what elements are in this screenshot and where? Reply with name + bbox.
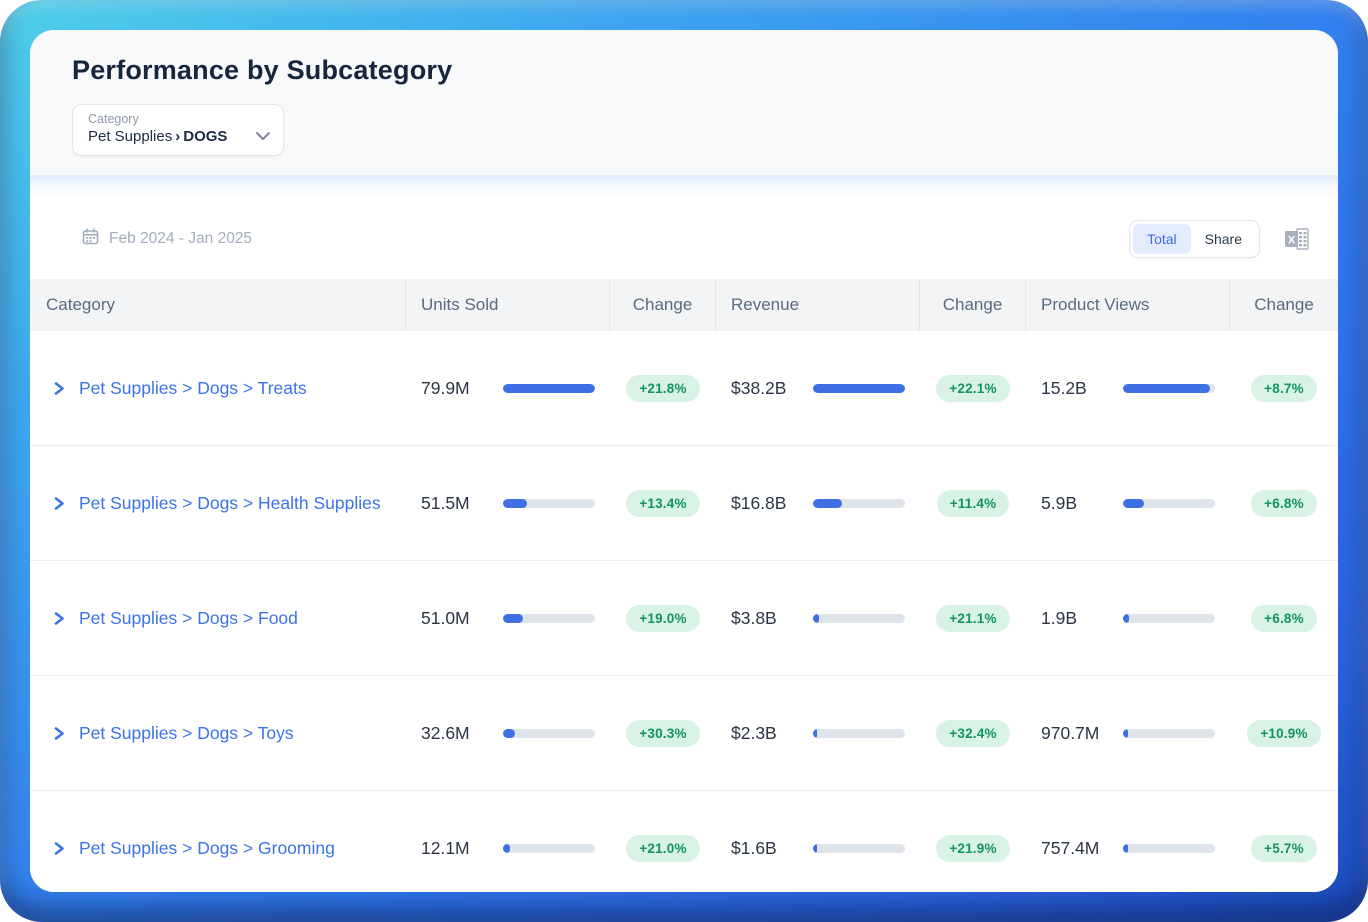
revenue-bar [813,498,905,508]
column-header-units-sold: Units Sold [406,279,610,331]
category-dropdown[interactable]: Category Pet Supplies › DOGS [72,104,284,156]
chevron-right-icon[interactable] [52,841,66,856]
units-sold-value: 12.1M [421,837,470,858]
units-sold-bar [503,498,595,508]
total-share-toggle: Total Share [1129,220,1260,258]
hero-section: Performance by Subcategory Category Pet … [30,30,1338,175]
units-change-badge: +13.4% [626,489,700,517]
product-views-bar [1123,728,1215,738]
table-header-row: Category Units Sold Change Revenue Chang… [30,279,1338,331]
category-link[interactable]: Pet Supplies > Dogs > Grooming [79,837,335,858]
revenue-bar [813,613,905,623]
revenue-change-badge: +21.1% [936,604,1010,632]
calendar-icon [82,228,99,250]
table-row: Pet Supplies > Dogs > Grooming 12.1M +21… [30,791,1338,892]
product-views-value: 1.9B [1041,607,1077,628]
product-views-bar [1123,498,1215,508]
product-views-bar [1123,843,1215,853]
views-change-badge: +10.9% [1247,719,1321,747]
views-change-badge: +6.8% [1251,604,1317,632]
units-sold-value: 79.9M [421,377,470,398]
units-sold-bar [503,728,595,738]
column-header-change-rev: Change [920,279,1026,331]
units-sold-value: 51.0M [421,607,470,628]
excel-export-icon[interactable]: X [1284,227,1310,251]
revenue-value: $1.6B [731,837,777,858]
units-change-badge: +19.0% [626,604,700,632]
date-range-control[interactable]: Feb 2024 - Jan 2025 [82,228,252,250]
toggle-share-button[interactable]: Share [1191,224,1256,254]
category-link[interactable]: Pet Supplies > Dogs > Health Supplies [79,492,381,513]
units-sold-bar [503,843,595,853]
dashboard-card: Performance by Subcategory Category Pet … [30,30,1338,892]
views-change-badge: +5.7% [1251,834,1317,862]
svg-text:X: X [1288,235,1296,247]
column-header-category: Category [30,279,406,331]
product-views-bar [1123,383,1215,393]
category-link[interactable]: Pet Supplies > Dogs > Treats [79,377,307,398]
category-link[interactable]: Pet Supplies > Dogs > Food [79,607,298,628]
product-views-value: 970.7M [1041,722,1100,743]
product-views-value: 5.9B [1041,492,1077,513]
column-header-change-units: Change [610,279,716,331]
column-header-change-views: Change [1254,295,1314,314]
revenue-bar [813,843,905,853]
views-change-badge: +8.7% [1251,374,1317,402]
product-views-bar [1123,613,1215,623]
units-change-badge: +30.3% [626,719,700,747]
table-row: Pet Supplies > Dogs > Toys 32.6M +30.3% … [30,676,1338,791]
product-views-value: 15.2B [1041,377,1087,398]
revenue-bar [813,728,905,738]
units-change-badge: +21.0% [626,834,700,862]
views-change-badge: +6.8% [1251,489,1317,517]
toolbar: Feb 2024 - Jan 2025 Total Share X [30,199,1338,279]
category-link[interactable]: Pet Supplies > Dogs > Toys [79,722,294,743]
revenue-change-badge: +11.4% [936,489,1010,517]
chevron-right-icon[interactable] [52,611,66,626]
revenue-change-badge: +21.9% [936,834,1010,862]
table-body: Pet Supplies > Dogs > Treats 79.9M +21.8… [30,331,1338,892]
table-row: Pet Supplies > Dogs > Food 51.0M +19.0% … [30,561,1338,676]
units-sold-bar [503,383,595,393]
units-sold-value: 51.5M [421,492,470,513]
chevron-right-icon[interactable] [52,496,66,511]
column-header-product-views: Product Views [1026,279,1230,331]
revenue-change-badge: +22.1% [936,374,1010,402]
product-views-value: 757.4M [1041,837,1100,858]
category-dropdown-value: Pet Supplies › DOGS [88,128,228,145]
page-title: Performance by Subcategory [72,55,453,85]
chevron-right-icon[interactable] [52,381,66,396]
revenue-bar [813,383,905,393]
revenue-value: $16.8B [731,492,787,513]
table-row: Pet Supplies > Dogs > Health Supplies 51… [30,446,1338,561]
revenue-value: $2.3B [731,722,777,743]
units-sold-bar [503,613,595,623]
units-sold-value: 32.6M [421,722,470,743]
section-divider-gradient [30,175,1338,199]
revenue-value: $38.2B [731,377,787,398]
units-change-badge: +21.8% [626,374,700,402]
revenue-value: $3.8B [731,607,777,628]
toggle-total-button[interactable]: Total [1133,224,1191,254]
table-row: Pet Supplies > Dogs > Treats 79.9M +21.8… [30,331,1338,446]
revenue-change-badge: +32.4% [936,719,1010,747]
chevron-down-icon [255,128,271,146]
chevron-right-icon[interactable] [52,726,66,741]
column-header-revenue: Revenue [716,279,920,331]
category-dropdown-label: Category [88,112,139,126]
date-range-label: Feb 2024 - Jan 2025 [109,230,253,247]
